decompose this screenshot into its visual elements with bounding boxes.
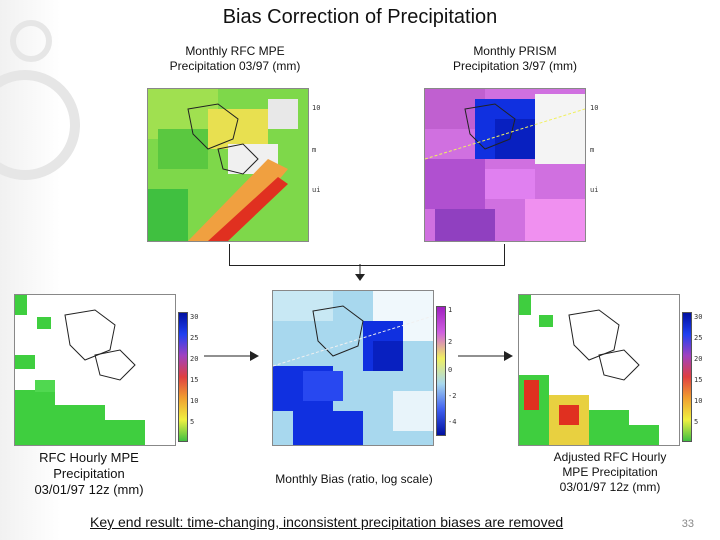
adjusted-tick: 30 [694,313,703,321]
prism-monthly-tick: 10 [590,104,599,112]
rfc-monthly-tick: ui [312,186,321,194]
adjusted-label-line3: 03/01/97 12z (mm) [559,480,661,494]
bias-tick: 1 [448,306,453,314]
decorative-ring [0,70,80,180]
adjusted-tick: 5 [694,418,699,426]
rfc-hourly-tick: 5 [190,418,195,426]
rfc-hourly-tick: 15 [190,376,199,384]
adjusted-colorbar [682,312,692,442]
rfc-monthly-label-line1: Monthly RFC MPE [185,44,285,58]
rfc-monthly-tick: 10 [312,104,321,112]
down-arrow-icon [355,264,365,281]
adjusted-label-line2: MPE Precipitation [562,465,658,479]
connector-horizontal [229,265,505,266]
rfc-hourly-label-line1: RFC Hourly MPE [39,450,139,465]
key-result-footer: Key end result: time-changing, inconsist… [90,514,564,530]
right-arrow-icon [458,351,513,361]
bias-tick: -2 [448,392,457,400]
rfc-hourly-label: RFC Hourly MPE Precipitation 03/01/97 12… [14,450,164,498]
bias-tick: -4 [448,418,457,426]
bias-tick: 2 [448,338,453,346]
rfc-hourly-label-line2: Precipitation [53,466,125,481]
adjusted-map [518,294,680,446]
rfc-monthly-tick: m [312,146,317,154]
connector-right-vertical [504,244,505,266]
rfc-hourly-map [14,294,176,446]
prism-monthly-tick: ui [590,186,599,194]
right-arrow-icon [204,351,259,361]
prism-monthly-label-line2: Precipitation 3/97 (mm) [452,59,578,73]
rfc-monthly-label-line2: Precipitation 03/97 (mm) [169,59,301,73]
decorative-ring-small [10,20,52,62]
bias-colorbar [436,306,446,436]
rfc-hourly-label-line3: 03/01/97 12z (mm) [34,482,144,497]
bias-label: Monthly Bias (ratio, log scale) [275,472,433,486]
adjusted-tick: 15 [694,376,703,384]
rfc-hourly-tick: 30 [190,313,199,321]
adjusted-label: Adjusted RFC Hourly MPE Precipitation 03… [540,450,680,495]
adjusted-tick: 25 [694,334,703,342]
bias-map [272,290,434,446]
prism-monthly-label: Monthly PRISM Precipitation 3/97 (mm) [430,44,600,74]
adjusted-tick: 10 [694,397,703,405]
rfc-hourly-colorbar [178,312,188,442]
rfc-hourly-tick: 25 [190,334,199,342]
slide-title: Bias Correction of Precipitation [222,6,498,28]
rfc-monthly-label: Monthly RFC MPE Precipitation 03/97 (mm) [150,44,320,74]
adjusted-tick: 20 [694,355,703,363]
connector-left-vertical [229,244,230,266]
prism-monthly-label-line1: Monthly PRISM [473,44,557,58]
rfc-hourly-tick: 10 [190,397,199,405]
bias-tick: 0 [448,366,453,374]
adjusted-label-line1: Adjusted RFC Hourly [553,450,667,464]
rfc-hourly-tick: 20 [190,355,199,363]
rfc-monthly-map [147,88,309,242]
prism-monthly-tick: m [590,146,595,154]
page-number: 33 [681,518,694,530]
prism-monthly-map [424,88,586,242]
